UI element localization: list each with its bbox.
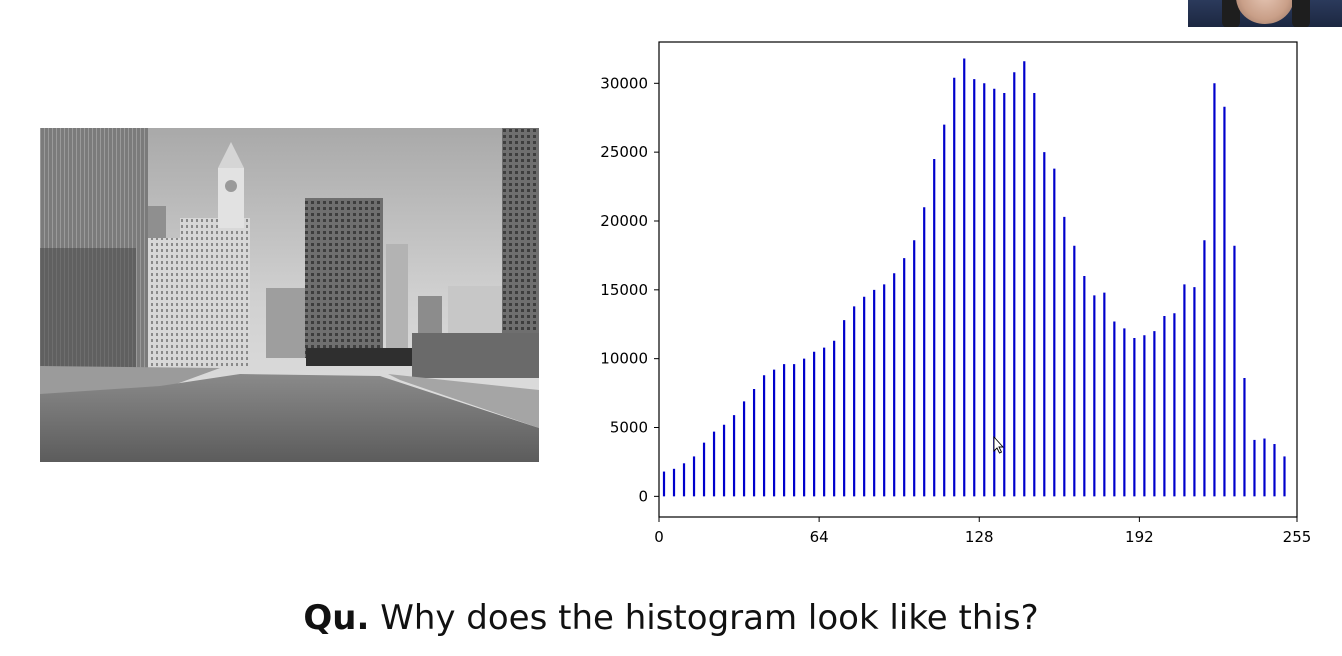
y-tick-label: 15000 [600, 281, 648, 299]
background-building [266, 288, 306, 358]
river-water [40, 374, 539, 462]
x-tick-label: 128 [965, 528, 994, 546]
left-riverbank [40, 366, 220, 398]
question-caption: Qu. Why does the histogram look like thi… [0, 598, 1342, 648]
clock-tower-spire [218, 142, 244, 168]
histogram-chart: 0 64 128 192 255 0 5000 10000 15000 20000 25000 30… [600, 41, 1311, 546]
y-tick-label: 30000 [600, 74, 648, 92]
y-tick-label: 10000 [600, 350, 648, 368]
y-tick-label: 5000 [610, 419, 648, 437]
clock-tower [218, 168, 244, 228]
right-tower [502, 128, 539, 348]
grayscale-cityscape-image [40, 128, 539, 462]
plot-frame [658, 41, 1298, 518]
histogram-bars [662, 58, 1286, 497]
y-tick-label: 20000 [600, 212, 648, 230]
left-tower-base [40, 248, 136, 368]
x-tick-label: 192 [1125, 528, 1154, 546]
clock-tower-building [180, 218, 250, 368]
mouse-pointer-icon [993, 435, 1005, 454]
presenter-webcam-thumbnail [1188, 0, 1342, 27]
dark-tower [305, 198, 383, 358]
x-axis-ticks: 0 64 128 192 255 [654, 517, 1311, 546]
y-tick-label: 0 [638, 487, 648, 505]
clock-face [225, 180, 237, 192]
x-tick-label: 255 [1283, 528, 1312, 546]
webcam-hair-left [1222, 0, 1240, 27]
question-prefix: Qu. [303, 598, 370, 638]
y-tick-label: 25000 [600, 143, 648, 161]
right-riverbank [388, 374, 539, 428]
x-tick-label: 0 [654, 528, 664, 546]
webcam-hair-right [1292, 0, 1310, 27]
x-tick-label: 64 [810, 528, 829, 546]
background-building [386, 244, 408, 354]
y-axis-ticks: 0 5000 10000 15000 20000 25000 30000 [600, 74, 659, 505]
cityscape-illustration [40, 128, 539, 462]
right-embankment-building [412, 333, 539, 378]
question-text: Why does the histogram look like this? [369, 598, 1039, 638]
bridge [306, 348, 416, 366]
